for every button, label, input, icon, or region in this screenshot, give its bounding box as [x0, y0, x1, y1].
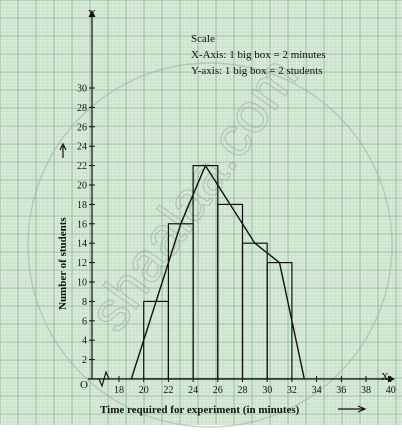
y-tick-label: 24 — [77, 142, 87, 153]
scale-title: Scale — [191, 33, 215, 45]
x-tick-label: 22 — [163, 385, 173, 396]
y-axis-letter: Y — [88, 8, 96, 20]
x-tick-label: 40 — [386, 385, 396, 396]
y-tick-label: 30 — [77, 84, 87, 95]
y-tick-label: 26 — [77, 122, 87, 133]
y-axis-title: Number of students — [57, 217, 69, 310]
scale-y-line: Y-axis: 1 big box = 2 students — [191, 65, 322, 77]
x-tick-label: 26 — [213, 385, 223, 396]
y-tick-label: 18 — [77, 200, 87, 211]
y-tick-label: 2 — [82, 355, 87, 366]
origin-label: O — [80, 379, 88, 391]
x-tick-label: 28 — [238, 385, 248, 396]
y-tick-label: 6 — [82, 316, 87, 327]
scale-x-line: X-Axis: 1 big box = 2 minutes — [191, 49, 326, 61]
y-tick-label: 12 — [77, 258, 87, 269]
y-tick-label: 20 — [77, 181, 87, 192]
x-tick-label: 18 — [114, 385, 124, 396]
x-tick-label: 32 — [287, 385, 297, 396]
x-tick-label: 36 — [336, 385, 346, 396]
y-tick-label: 28 — [77, 103, 87, 114]
x-axis-letter: X — [381, 371, 389, 383]
y-tick-label: 16 — [77, 219, 87, 230]
y-tick-label: 10 — [77, 278, 87, 289]
y-tick-label: 8 — [82, 297, 87, 308]
x-tick-label: 20 — [139, 385, 149, 396]
y-tick-label: 4 — [82, 336, 87, 347]
y-tick-label: 14 — [77, 239, 87, 250]
x-tick-label: 24 — [188, 385, 198, 396]
x-axis-title: Time required for experiment (in minutes… — [100, 404, 300, 416]
x-tick-label: 30 — [262, 385, 272, 396]
x-tick-label: 34 — [312, 385, 322, 396]
y-tick-label: 22 — [77, 161, 87, 172]
x-tick-label: 38 — [361, 385, 371, 396]
